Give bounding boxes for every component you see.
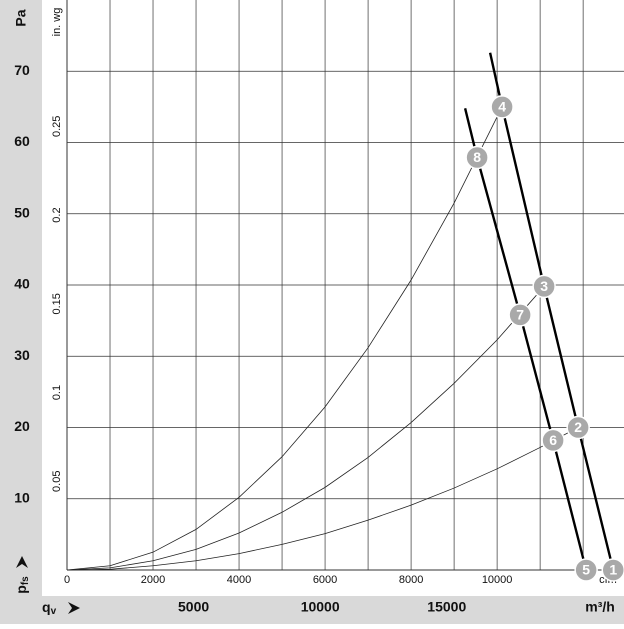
operating-point	[566, 415, 590, 440]
point-label: 4	[498, 99, 506, 115]
y-tick-label: 40	[14, 276, 30, 292]
fan-curve	[488, 52, 615, 571]
y-tick-label: 70	[14, 62, 30, 78]
operating-point	[532, 274, 556, 299]
y-tick-label: 10	[14, 489, 30, 505]
x-tick-label: 8000	[399, 574, 423, 586]
y2-tick-label: 0.1	[51, 385, 63, 400]
point-label: 8	[473, 149, 481, 165]
point-label: 6	[549, 432, 557, 448]
operating-point	[508, 303, 532, 327]
y-symbol: pfs	[13, 576, 31, 594]
bottom-band	[0, 596, 624, 624]
x-symbol-sub: v	[51, 606, 57, 617]
x-symbol: qv	[42, 599, 57, 617]
point-label: 2	[574, 419, 582, 435]
y-tick-label: 60	[14, 133, 30, 149]
operating-point	[574, 558, 598, 582]
y-symbol-sub: fs	[20, 576, 31, 585]
x-tick-label: 2000	[141, 574, 165, 586]
x2-tick-label: 15000	[427, 599, 466, 615]
operating-point	[490, 95, 514, 119]
point-label: 1	[609, 562, 617, 578]
y2-tick-label: 0.15	[51, 293, 63, 314]
system-curve	[66, 427, 579, 571]
x-tick-label: 0	[64, 574, 70, 586]
y-tick-label: 50	[14, 204, 30, 220]
operating-point	[465, 145, 489, 170]
y-label: Pa	[13, 9, 29, 26]
x2-tick-label: 10000	[301, 599, 340, 615]
system-curve	[66, 106, 503, 571]
x2-label: m³/h	[585, 599, 615, 615]
y2-label: in. wg	[51, 8, 63, 37]
system-curve	[66, 286, 545, 571]
y2-tick-label: 0.05	[51, 471, 63, 492]
y-symbol-main: p	[13, 585, 29, 594]
x-arrow	[68, 602, 80, 614]
point-label: 3	[540, 278, 548, 294]
x-tick-label: 6000	[313, 574, 337, 586]
point-label: 7	[516, 307, 524, 323]
x-tick-label: 4000	[227, 574, 251, 586]
y2-tick-label: 0.25	[51, 116, 63, 137]
operating-point	[541, 428, 565, 453]
fan-curve	[463, 108, 588, 571]
y-tick-label: 20	[14, 418, 30, 434]
y-tick-label: 30	[14, 347, 30, 363]
x2-tick-label: 5000	[178, 599, 209, 615]
operating-point	[601, 558, 624, 582]
x-symbol-main: q	[42, 599, 51, 615]
x-tick-label: 10000	[482, 574, 513, 586]
left-band	[0, 0, 42, 624]
point-label: 5	[582, 562, 590, 578]
y-arrow	[16, 556, 28, 568]
y2-tick-label: 0.2	[51, 207, 63, 222]
